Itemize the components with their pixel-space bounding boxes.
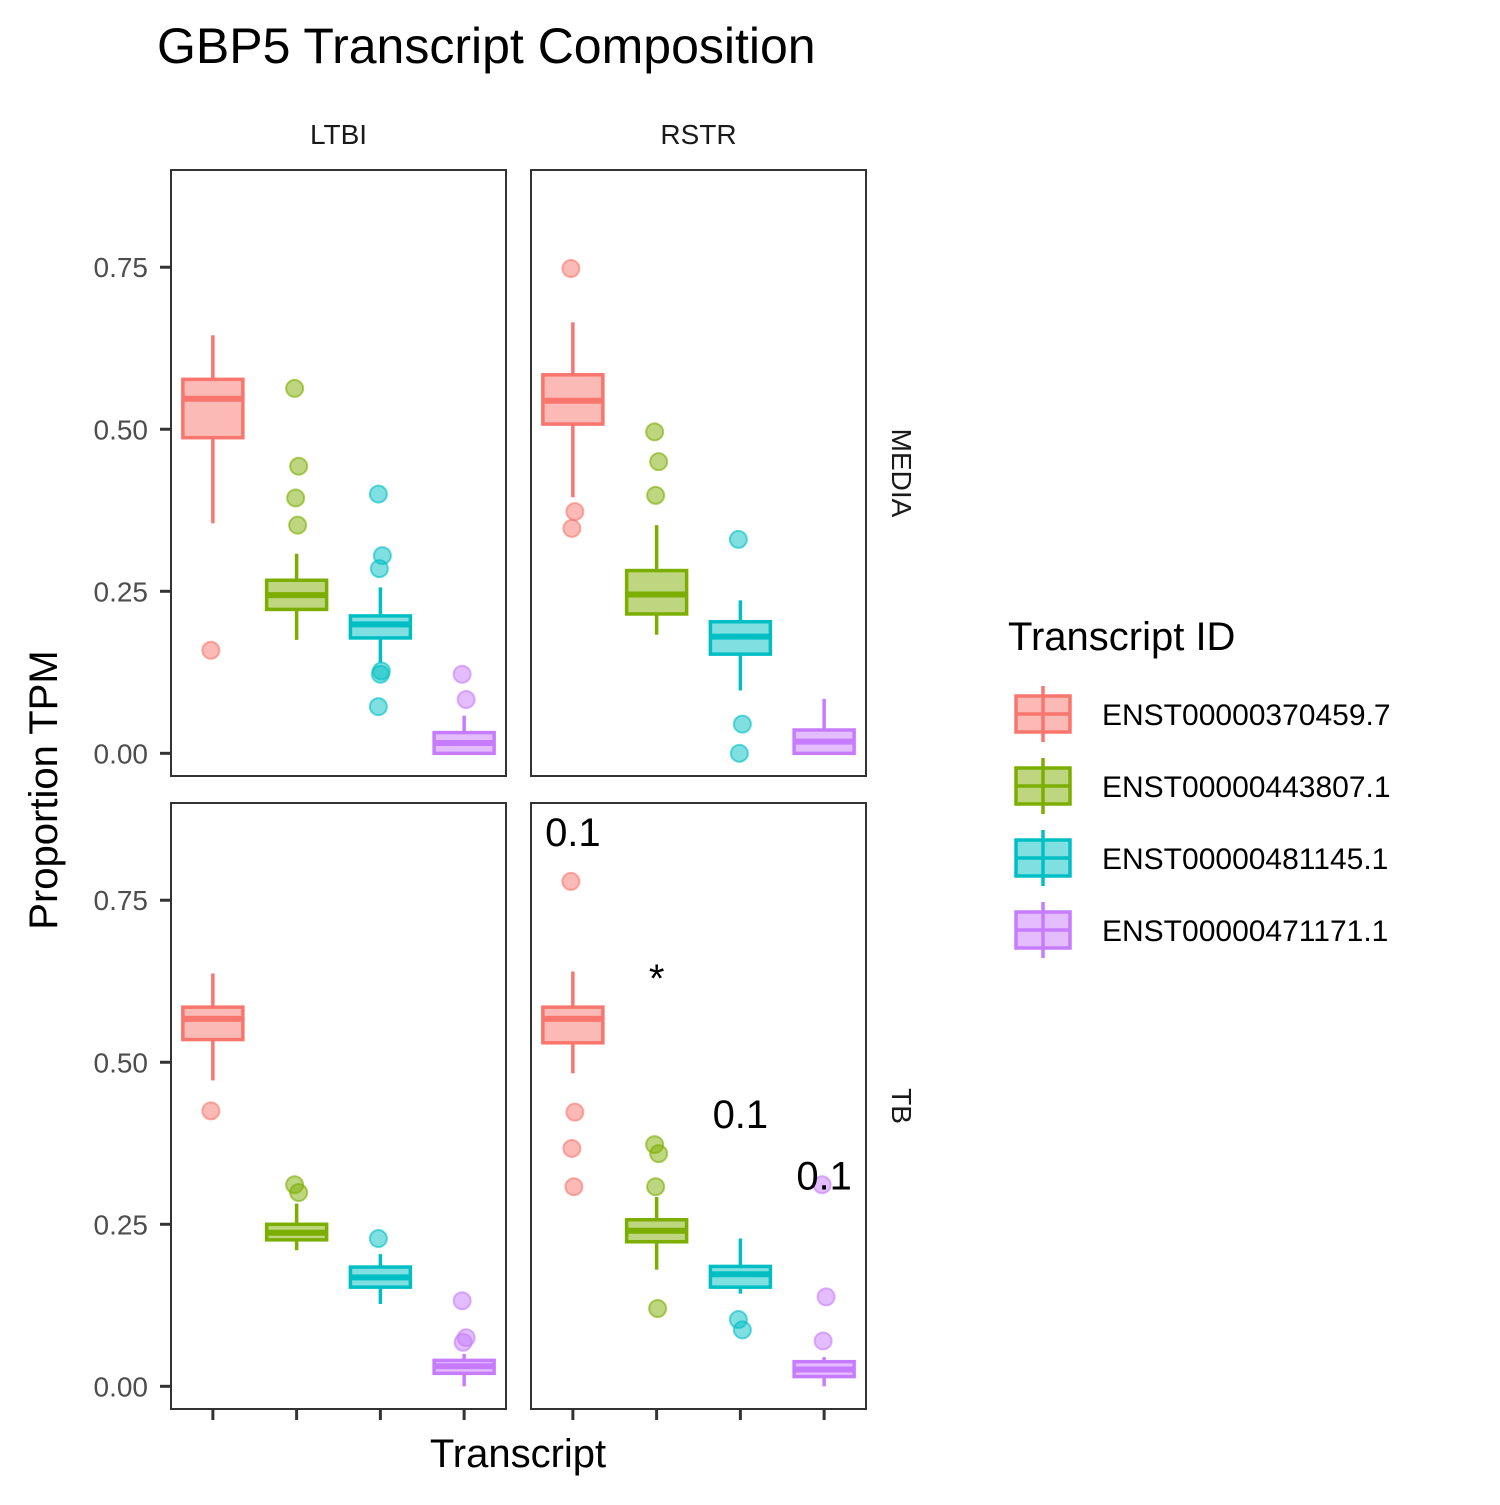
y-tick-label: 0.00 (94, 738, 149, 769)
y-tick-label: 0.25 (94, 576, 149, 607)
plot-layer: LTBI RSTR MEDIA TB 0.00 0.25 0.50 0.75 0.00 0.25 0… (94, 119, 1391, 1420)
panel-rstr-tb-outlier-point (561, 871, 581, 891)
strip-label-media: MEDIA (886, 429, 917, 518)
panel-rstr-media-outlier-point (728, 529, 748, 549)
panel-rstr-media-outlier-point (562, 518, 582, 538)
y-tick-label: 0.75 (94, 252, 149, 283)
panel-rstr-media-outlier-point (732, 714, 752, 734)
panel-rstr-tb-annotation: * (649, 957, 665, 1001)
panel-rstr-tb-outlier-point (646, 1177, 666, 1197)
panel-rstr-media-outlier-point (646, 485, 666, 505)
panel-rstr-media-outlier-point (645, 422, 665, 442)
y-tick-label: 0.50 (94, 1047, 149, 1078)
panel-rstr-tb-outlier-point (816, 1287, 836, 1307)
panel-ltbi-media-outlier-point (368, 697, 388, 717)
y-tick-label: 0.75 (94, 885, 149, 916)
legend-label: ENST00000370459.7 (1102, 699, 1391, 732)
strip-label-tb: TB (886, 1088, 917, 1124)
panel-ltbi-tb-box (181, 1005, 245, 1042)
panel-rstr-tb-border (530, 802, 867, 1410)
panel-rstr-tb-outlier-point (565, 1102, 585, 1122)
panel-rstr-tb-outlier-point (648, 1299, 668, 1319)
panel-rstr-media-border (530, 169, 867, 777)
legend-label: ENST00000471171.1 (1102, 915, 1388, 948)
panel-ltbi-media-outlier-point (369, 559, 389, 579)
panel-ltbi-media-outlier-point (285, 378, 305, 398)
panel-rstr-media-outlier-point (729, 743, 749, 763)
legend-label: ENST00000443807.1 (1102, 771, 1391, 804)
panel-ltbi-tb-border (170, 802, 507, 1410)
y-tick-label: 0.50 (94, 414, 149, 445)
panel-rstr-tb-outlier-point (812, 1175, 832, 1195)
panel-ltbi-media-outlier-point (452, 664, 472, 684)
panel-ltbi-media-outlier-point (288, 515, 308, 535)
panel-ltbi-tb-outlier-point (201, 1101, 221, 1121)
panel-ltbi-media-outlier-point (286, 488, 306, 508)
y-axis-title: Proportion TPM (22, 650, 66, 929)
strip-label-rstr: RSTR (660, 119, 736, 150)
panel-ltbi-media-outlier-point (370, 664, 390, 684)
panel-ltbi-tb-outlier-point (453, 1332, 473, 1352)
panel-ltbi-tb-outlier-point (368, 1229, 388, 1249)
panel-rstr-tb-box (541, 1005, 605, 1045)
panel-rstr-tb-annotation: 0.1 (713, 1093, 769, 1137)
panel-rstr-media-outlier-point (565, 502, 585, 522)
x-axis-title: Transcript (430, 1432, 606, 1476)
panel-rstr-tb-annotation: 0.1 (545, 811, 601, 855)
panel-rstr-media-outlier-point (649, 452, 669, 472)
legend-label: ENST00000481145.1 (1102, 843, 1388, 876)
strip-label-ltbi: LTBI (310, 119, 367, 150)
panel-rstr-tb-annotation: 0.1 (796, 1155, 852, 1199)
panel-rstr-media-outlier-point (561, 259, 581, 279)
panel-ltbi-media-outlier-point (368, 484, 388, 504)
panel-ltbi-media-outlier-point (456, 690, 476, 710)
panel-rstr-tb-outlier-point (564, 1177, 584, 1197)
panel-rstr-tb-outlier-point (732, 1320, 752, 1340)
panel-ltbi-media-outlier-point (201, 640, 221, 660)
panel-rstr-tb-outlier-point (562, 1138, 582, 1158)
y-tick-label: 0.25 (94, 1209, 149, 1240)
panel-ltbi-media-outlier-point (289, 456, 309, 476)
y-tick-label: 0.00 (94, 1371, 149, 1402)
panel-ltbi-media-border (170, 169, 507, 777)
panel-ltbi-media-box (181, 377, 245, 440)
panel-ltbi-tb-outlier-point (452, 1291, 472, 1311)
panel-ltbi-tb-outlier-point (289, 1183, 309, 1203)
legend-title: Transcript ID (1008, 615, 1235, 659)
panel-rstr-tb-outlier-point (813, 1331, 833, 1351)
chart-title: GBP5 Transcript Composition (157, 18, 816, 74)
panel-rstr-tb-outlier-point (649, 1144, 669, 1164)
